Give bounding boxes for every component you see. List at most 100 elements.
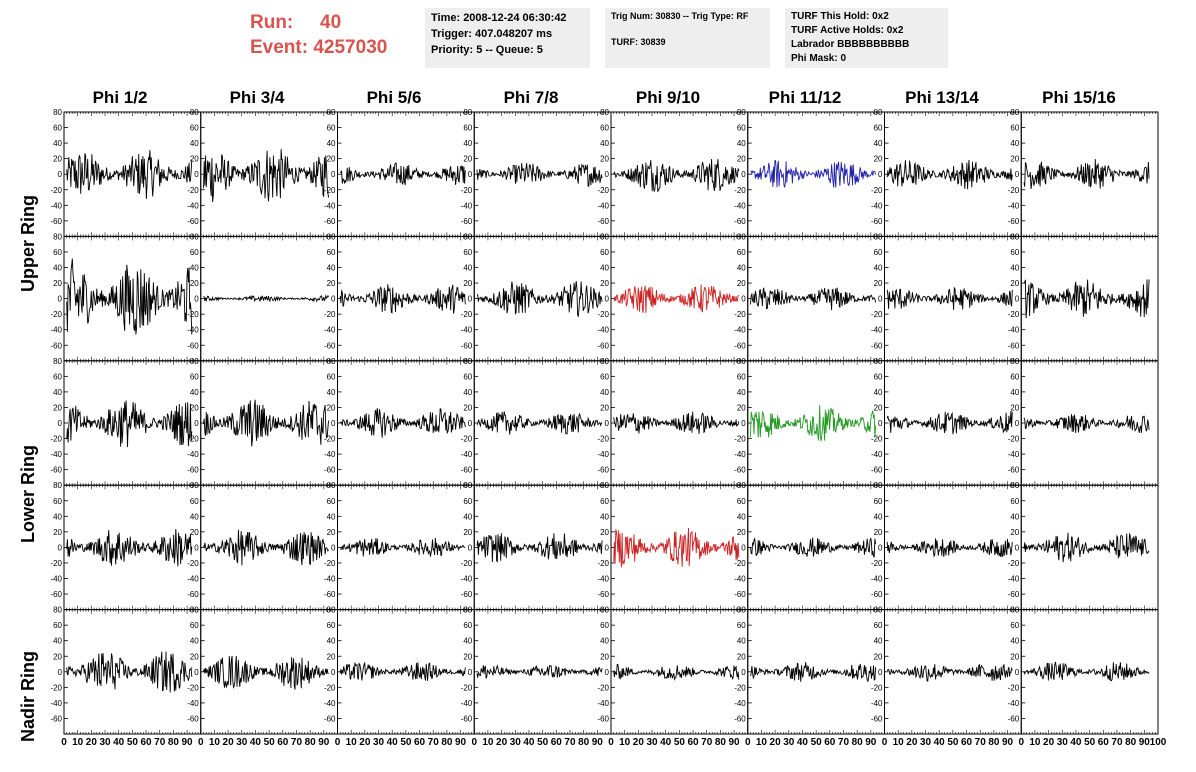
ytick-label-r0-c2-40: 40	[327, 139, 336, 148]
ytick-label-r2-c0-60: 60	[53, 372, 62, 381]
xtick-label-c4-70: 70	[701, 737, 713, 748]
ytick-label-r2-c4--40: -40	[597, 450, 609, 459]
ytick-label-r3-c6-80: 80	[874, 481, 883, 490]
trigger-text: Trigger: 407.048207 ms	[431, 28, 553, 40]
ytick-label-r0-c5-80: 80	[737, 108, 746, 117]
ytick-label-r4-c1--60: -60	[187, 714, 199, 723]
ytick-label-r4-c4--40: -40	[597, 699, 609, 708]
ytick-label-r1-c2--20: -20	[324, 310, 336, 319]
ytick-label-r2-c4-80: 80	[600, 357, 609, 366]
ytick-label-r2-c1--20: -20	[187, 435, 199, 444]
ytick-label-r0-c2-80: 80	[327, 108, 336, 117]
ytick-label-r2-c7-0: 0	[1015, 419, 1020, 428]
turf-hold-text: TURF This Hold: 0x2	[791, 11, 889, 22]
xtick-label-c3-10: 10	[482, 737, 494, 748]
ytick-label-r2-c2-0: 0	[331, 419, 336, 428]
ytick-label-r2-c2-60: 60	[327, 372, 336, 381]
xtick-label-c2-10: 10	[346, 737, 358, 748]
ytick-label-r1-c2-80: 80	[327, 232, 336, 241]
waveform-r1-c7	[1023, 279, 1150, 319]
ytick-label-r1-c6-40: 40	[874, 264, 883, 273]
ytick-label-r3-c3-20: 20	[463, 528, 472, 537]
ytick-label-r3-c2-40: 40	[327, 512, 336, 521]
ytick-label-r3-c4-20: 20	[600, 528, 609, 537]
waveform-r2-c0	[66, 400, 193, 448]
ytick-label-r3-c5-0: 0	[741, 543, 746, 552]
ytick-label-r4-c4-40: 40	[600, 637, 609, 646]
ytick-label-r3-c2-80: 80	[327, 481, 336, 490]
ytick-label-r1-c7-0: 0	[1015, 295, 1020, 304]
xtick-label-c6-0: 0	[882, 737, 888, 748]
ytick-label-r2-c5-0: 0	[741, 419, 746, 428]
ytick-label-r1-c1-0: 0	[194, 295, 199, 304]
ytick-label-r4-c0-0: 0	[58, 668, 63, 677]
waveform-r3-c0	[66, 528, 193, 567]
ytick-label-r1-c1-20: 20	[190, 279, 199, 288]
ytick-label-r2-c7--40: -40	[1008, 450, 1020, 459]
ytick-label-r0-c5--60: -60	[734, 217, 746, 226]
xtick-label-c2-0: 0	[335, 737, 341, 748]
xtick-label-c0-10: 10	[72, 737, 84, 748]
ytick-label-r4-c5-80: 80	[737, 606, 746, 615]
ytick-label-r4-c0--60: -60	[50, 714, 62, 723]
ytick-label-r0-c4-80: 80	[600, 108, 609, 117]
ytick-label-r3-c7--20: -20	[1008, 559, 1020, 568]
ytick-label-r3-c1-0: 0	[194, 543, 199, 552]
ytick-label-r3-c1--60: -60	[187, 590, 199, 599]
ytick-label-r4-c4--20: -20	[597, 683, 609, 692]
ytick-label-r1-c5-40: 40	[737, 264, 746, 273]
xtick-label-c6-50: 50	[947, 737, 959, 748]
ytick-label-r3-c7-80: 80	[1010, 481, 1019, 490]
ytick-label-r0-c1--40: -40	[187, 201, 199, 210]
ytick-label-r4-c1-40: 40	[190, 637, 199, 646]
waveform-r1-c5	[750, 287, 877, 311]
ytick-label-r2-c3--40: -40	[461, 450, 473, 459]
ytick-label-r2-c6--20: -20	[871, 435, 883, 444]
waveform-r2-c3	[476, 411, 603, 435]
ytick-label-r0-c6--60: -60	[871, 217, 883, 226]
xtick-label-c2-60: 60	[414, 737, 426, 748]
waveform-r2-c4	[613, 411, 740, 434]
ytick-label-r1-c3-80: 80	[463, 232, 472, 241]
ytick-label-r0-c6-0: 0	[878, 170, 883, 179]
ytick-label-r0-c0-80: 80	[53, 108, 62, 117]
ytick-label-r2-c5-20: 20	[737, 403, 746, 412]
ytick-label-r1-c7-40: 40	[1010, 264, 1019, 273]
ytick-label-r3-c4-80: 80	[600, 481, 609, 490]
ytick-label-r3-c0-40: 40	[53, 512, 62, 521]
xtick-label-c1-60: 60	[277, 737, 289, 748]
ytick-label-r1-c0-80: 80	[53, 232, 62, 241]
ytick-label-r2-c0-20: 20	[53, 403, 62, 412]
waveform-r0-c1	[203, 149, 330, 203]
xtick-label-c5-50: 50	[811, 737, 823, 748]
xtick-label-c1-90: 90	[318, 737, 330, 748]
ytick-label-r4-c7-20: 20	[1010, 652, 1019, 661]
ytick-label-r4-c5-40: 40	[737, 637, 746, 646]
ytick-label-r3-c5-60: 60	[737, 497, 746, 506]
ytick-label-r2-c2-20: 20	[327, 403, 336, 412]
ytick-label-r1-c6-60: 60	[874, 248, 883, 257]
xtick-label-c6-70: 70	[975, 737, 987, 748]
ytick-label-r1-c2--60: -60	[324, 341, 336, 350]
ytick-label-r1-c2-60: 60	[327, 248, 336, 257]
ytick-label-r0-c5-40: 40	[737, 139, 746, 148]
ytick-label-r2-c4--60: -60	[597, 466, 609, 475]
xtick-label-c5-0: 0	[745, 737, 751, 748]
ytick-label-r2-c0-0: 0	[58, 419, 63, 428]
ytick-label-r1-c3-20: 20	[463, 279, 472, 288]
ytick-label-r3-c5--20: -20	[734, 559, 746, 568]
xtick-label-c1-0: 0	[198, 737, 204, 748]
ytick-label-r2-c0--20: -20	[50, 435, 62, 444]
ytick-label-r3-c7-60: 60	[1010, 497, 1019, 506]
xtick-label-c3-40: 40	[523, 737, 535, 748]
waveform-r1-c2	[339, 284, 466, 314]
ytick-label-r1-c4--60: -60	[597, 341, 609, 350]
event-value: 4257030	[313, 37, 388, 58]
ytick-label-r4-c1-20: 20	[190, 652, 199, 661]
ytick-label-r0-c0-40: 40	[53, 139, 62, 148]
ytick-label-r1-c2-0: 0	[331, 295, 336, 304]
run-label: Run:	[250, 12, 294, 33]
ytick-label-r0-c4-40: 40	[600, 139, 609, 148]
ytick-label-r0-c7--60: -60	[1008, 217, 1020, 226]
ytick-label-r3-c0-60: 60	[53, 497, 62, 506]
